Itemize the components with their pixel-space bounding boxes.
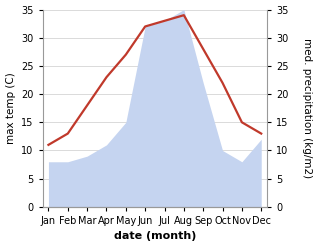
Y-axis label: med. precipitation (kg/m2): med. precipitation (kg/m2) (302, 38, 313, 178)
X-axis label: date (month): date (month) (114, 231, 196, 242)
Y-axis label: max temp (C): max temp (C) (5, 72, 16, 144)
